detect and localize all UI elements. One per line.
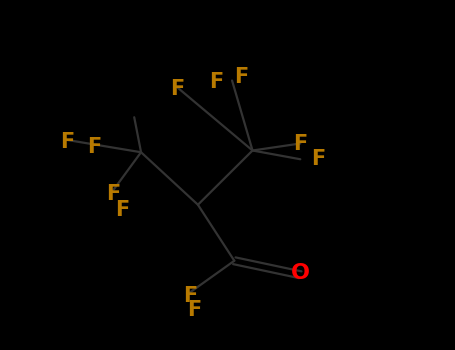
Text: F: F (170, 79, 185, 99)
Text: F: F (115, 200, 129, 220)
Text: F: F (293, 133, 308, 154)
Text: F: F (60, 132, 75, 152)
Text: F: F (234, 67, 248, 87)
Text: F: F (209, 72, 223, 92)
Text: O: O (291, 263, 310, 283)
Text: F: F (87, 137, 102, 157)
Text: F: F (106, 184, 120, 204)
Text: F: F (183, 286, 197, 306)
Text: F: F (187, 300, 202, 320)
Text: F: F (311, 149, 326, 169)
